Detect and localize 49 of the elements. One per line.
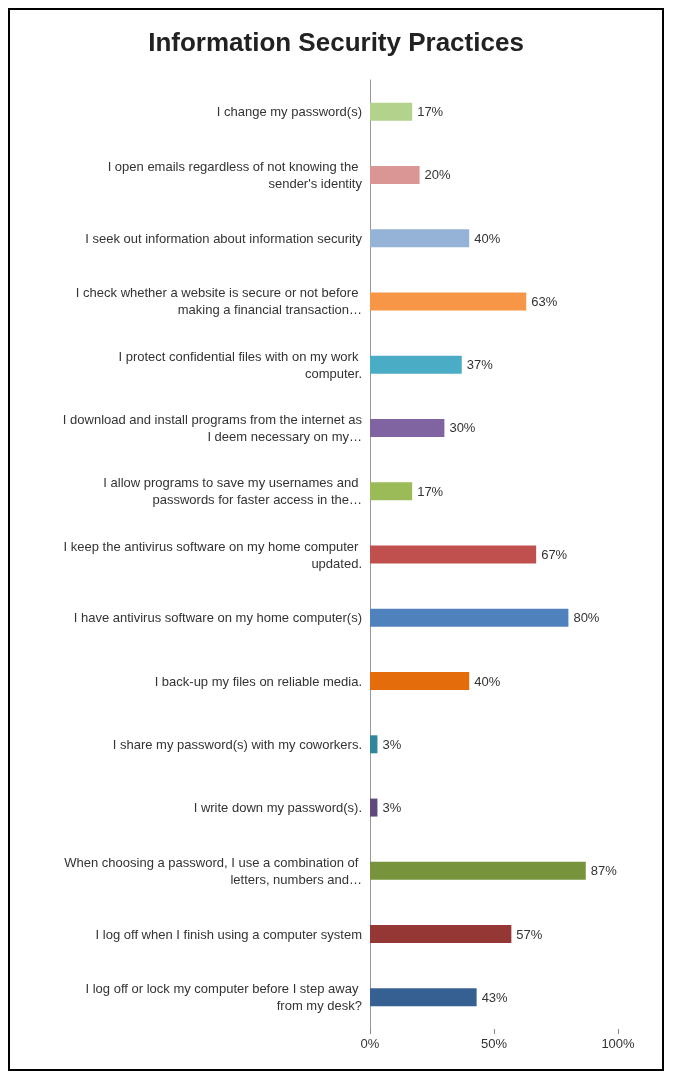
- y-tick-label: I log off or lock my computer before I step away from my desk?: [85, 981, 362, 1014]
- bar: [370, 672, 470, 691]
- y-tick-label: I allow programs to save my usernames and passwords for faster access in the…: [103, 475, 362, 508]
- y-tick-label: I change my password(s): [216, 104, 362, 120]
- data-label: 87%: [590, 863, 618, 879]
- data-label: 40%: [474, 673, 501, 689]
- data-label: 63%: [531, 293, 558, 309]
- y-tick-label: I keep the antivirus software on my home computer updated.: [63, 538, 362, 571]
- bar: [370, 292, 527, 311]
- data-label: 3%: [382, 736, 402, 752]
- bar: [370, 988, 477, 1007]
- y-tick-label: I share my password(s) with my coworkers.: [112, 736, 362, 752]
- y-tick-label: I seek out information about information security: [85, 230, 363, 246]
- bar: [370, 798, 378, 817]
- data-label: 43%: [481, 989, 509, 1005]
- y-tick-label: I check whether a website is secure or not before making a financial transaction…: [75, 285, 362, 318]
- data-label: 67%: [541, 547, 568, 562]
- y-tick-label: I write down my password(s).: [193, 800, 362, 816]
- data-label: 40%: [474, 230, 501, 246]
- y-tick-label: I log off when I finish using a computer system: [95, 926, 362, 942]
- y-tick-label: I download and install programs from the internet as I deem necessary on my…: [62, 411, 363, 444]
- bar: [370, 229, 470, 248]
- bar: [370, 482, 413, 501]
- bar: [370, 545, 537, 564]
- bar: [370, 735, 378, 754]
- data-label: 17%: [417, 483, 444, 499]
- data-label: 17%: [417, 104, 444, 120]
- data-label: 20%: [424, 167, 452, 183]
- bar: [370, 102, 413, 121]
- x-tick-label: 100%: [601, 1036, 636, 1051]
- chart-title: Information Security Practices: [148, 27, 524, 57]
- y-tick-label: I protect confidential files with on my work computer.: [118, 348, 362, 381]
- bar: [370, 355, 462, 374]
- bar: [370, 925, 512, 944]
- x-tick-label: 0%: [360, 1036, 380, 1051]
- data-label: 57%: [516, 926, 543, 942]
- x-tick-label: 50%: [480, 1036, 508, 1051]
- y-tick-label: I back-up my files on reliable media.: [154, 673, 362, 689]
- data-label: 30%: [449, 420, 476, 436]
- data-label: 37%: [466, 357, 494, 373]
- bar: [370, 608, 569, 627]
- bar: [370, 861, 586, 880]
- bar: [370, 165, 420, 184]
- bar: [370, 418, 445, 437]
- y-tick-label: I have antivirus software on my home computer(s): [73, 610, 362, 626]
- data-label: 80%: [573, 610, 600, 626]
- y-tick-label: I open emails regardless of not knowing the sender's identity: [107, 158, 363, 191]
- y-tick-label: When choosing a password, I use a combination of letters, numbers and…: [64, 854, 362, 887]
- data-label: 3%: [382, 800, 402, 816]
